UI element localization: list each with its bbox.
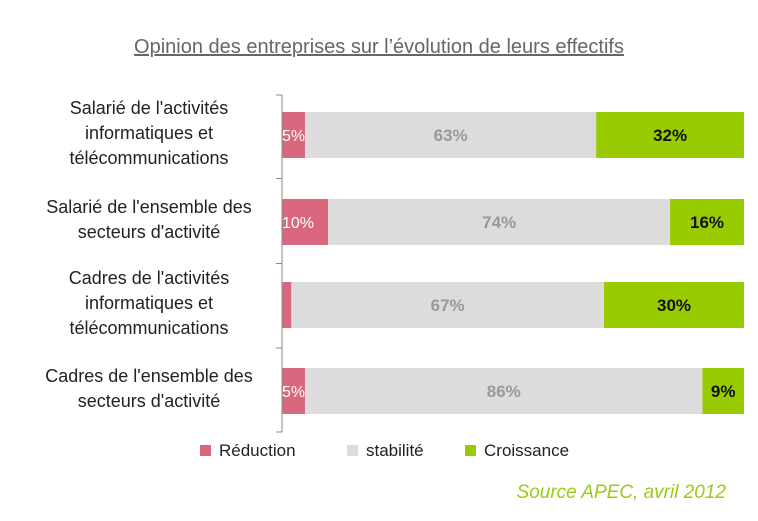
data-label-2-1: 16%	[690, 213, 724, 232]
legend-item-reduction: Réduction	[200, 441, 296, 461]
data-label-2-2: 30%	[657, 296, 691, 315]
data-label-1-1: 74%	[482, 213, 516, 232]
bar-1-2	[291, 282, 604, 328]
bar-1-0	[305, 112, 597, 158]
bar-0-0	[282, 112, 306, 158]
data-label-0-1: 10%	[282, 215, 314, 232]
bar-2-0	[596, 112, 744, 158]
data-label-0-3: 5%	[282, 384, 305, 401]
legend-label-croissance: Croissance	[484, 441, 570, 460]
y-axis-ticks	[276, 94, 282, 433]
bar-1-1	[328, 199, 671, 245]
legend-swatch-stabilite	[347, 445, 358, 456]
bar-labels-group: 5% 63% 32% 10% 74% 16% 67% 30% 5% 86% 9%	[282, 126, 735, 401]
bar-2-1	[670, 199, 744, 245]
data-label-1-0: 63%	[434, 126, 468, 145]
chart-title: Opinion des entreprises sur l’évolution …	[134, 36, 624, 58]
data-label-1-2: 67%	[431, 296, 465, 315]
legend-label-reduction: Réduction	[219, 441, 296, 460]
legend-swatch-croissance	[465, 445, 476, 456]
bar-0-1	[282, 199, 329, 245]
bar-0-3	[282, 368, 306, 414]
category-label-1: Salarié de l'ensemble des secteurs d'act…	[46, 197, 252, 242]
bar-1-3	[305, 368, 703, 414]
category-label-3: Cadres de l'ensemble des secteurs d'acti…	[45, 366, 253, 411]
data-label-2-0: 32%	[653, 126, 687, 145]
legend-label-stabilite: stabilité	[366, 441, 424, 460]
bar-2-3	[702, 368, 744, 414]
data-label-2-3: 9%	[711, 382, 736, 401]
bar-2-2	[604, 282, 744, 328]
source-note: Source APEC, avril 2012	[516, 482, 726, 503]
bars-group	[282, 112, 744, 414]
data-label-0-0: 5%	[282, 128, 305, 145]
data-label-1-3: 86%	[487, 382, 521, 401]
bar-0-2	[282, 282, 292, 328]
category-label-2: Cadres de l'activités informatiques et t…	[68, 267, 230, 338]
category-label-0: Salarié de l'activités informatiques et …	[69, 97, 229, 168]
legend-swatch-reduction	[200, 445, 211, 456]
legend-item-croissance: Croissance	[465, 441, 569, 461]
legend-item-stabilite: stabilité	[347, 441, 424, 461]
